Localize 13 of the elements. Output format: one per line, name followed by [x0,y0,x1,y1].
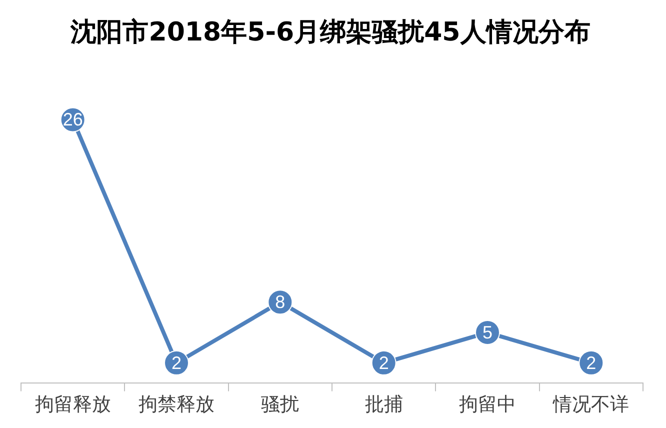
data-label: 8 [275,292,286,312]
data-label: 2 [378,352,389,373]
data-label: 5 [482,322,493,342]
data-label: 26 [62,110,83,130]
data-label: 2 [586,352,596,373]
data-label: 2 [171,352,182,373]
x-tick-label: 批捕 [364,394,403,416]
x-tick-label: 拘留中 [459,394,516,416]
x-tick-label: 骚扰 [261,394,300,416]
x-tick-label: 拘禁释放 [138,394,214,416]
x-tick-label: 拘留释放 [34,394,111,416]
x-tick-label: 情况不详 [552,394,630,416]
chart-title: 沈阳市2018年5-6月绑架骚扰45人情况分布 [70,17,590,48]
